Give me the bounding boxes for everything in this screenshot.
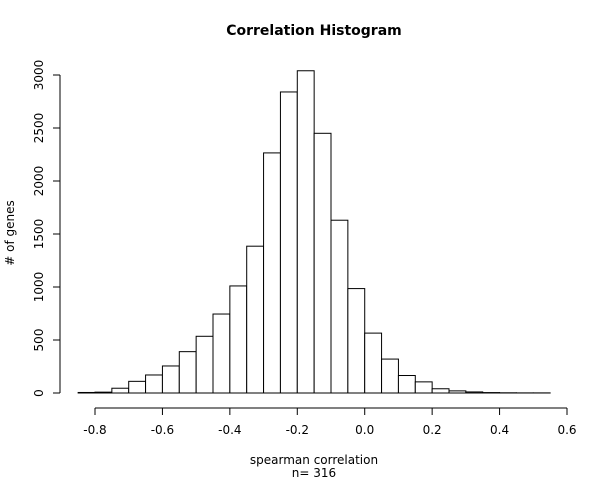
- histogram-bar: [161, 365, 180, 394]
- x-tick-label: -0.6: [151, 423, 174, 437]
- histogram-bar: [313, 132, 332, 394]
- x-tick-label: 0.0: [355, 423, 374, 437]
- histogram-bar: [465, 391, 484, 394]
- histogram-bar: [296, 70, 315, 394]
- histogram-bar: [448, 390, 467, 394]
- y-tick-label: 2000: [32, 166, 46, 197]
- y-tick-label: 500: [32, 329, 46, 352]
- histogram-bar: [279, 91, 298, 394]
- histogram-bar: [229, 285, 248, 394]
- histogram-bar: [212, 313, 231, 394]
- x-tick-label: 0.4: [490, 423, 509, 437]
- histogram-bar: [145, 374, 163, 394]
- histogram-bar: [94, 391, 113, 394]
- histogram-bar: [77, 391, 96, 394]
- histogram-bar: [397, 375, 416, 394]
- x-tick-label: -0.2: [286, 423, 309, 437]
- histogram-bar: [330, 219, 349, 394]
- histogram-bar: [246, 245, 265, 394]
- y-tick-label: 0: [32, 389, 46, 397]
- x-axis-label: spearman correlation: [250, 453, 378, 467]
- y-tick-label: 2500: [32, 113, 46, 144]
- histogram-bar: [347, 288, 366, 394]
- x-tick-label: -0.4: [218, 423, 241, 437]
- histogram-bar: [111, 387, 130, 394]
- x-axis: -0.8 -0.6 -0.4 -0.2 0.0 0.2 0.4 0.6: [83, 407, 577, 437]
- histogram-bar: [364, 332, 383, 394]
- bars-group: [77, 70, 551, 394]
- y-tick-label: 1000: [32, 272, 46, 303]
- x-tick-label: 0.2: [423, 423, 442, 437]
- histogram-bar: [128, 380, 147, 394]
- chart-title: Correlation Histogram: [226, 23, 402, 39]
- y-tick-label: 3000: [32, 60, 46, 91]
- y-axis-label: # of genes: [3, 200, 17, 266]
- histogram-bar: [414, 381, 433, 394]
- y-tick-label: 1500: [32, 219, 46, 250]
- x-axis-sublabel: n= 316: [292, 466, 336, 480]
- histogram-bar: [178, 351, 197, 394]
- histogram-bar: [381, 358, 399, 394]
- x-tick-label: -0.8: [83, 423, 106, 437]
- x-tick-label: 0.6: [557, 423, 576, 437]
- histogram-bar: [431, 388, 450, 394]
- histogram-bar: [263, 152, 281, 394]
- y-axis: 0 500 1000 1500 2000 2500 3000: [32, 60, 61, 397]
- histogram-bar: [195, 335, 214, 394]
